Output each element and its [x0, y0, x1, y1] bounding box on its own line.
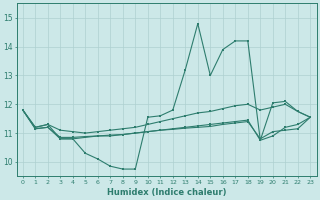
X-axis label: Humidex (Indice chaleur): Humidex (Indice chaleur) — [107, 188, 226, 197]
